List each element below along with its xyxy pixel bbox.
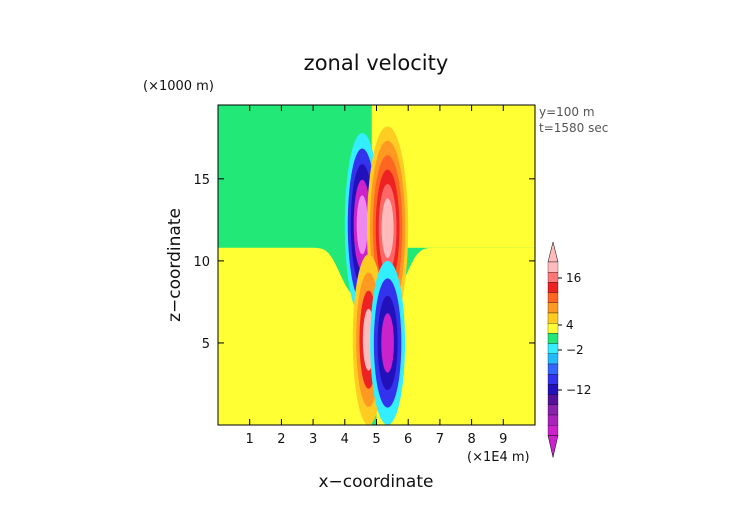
colorbar-swatch-0: [547, 261, 559, 273]
x-tick-label-9: 9: [499, 432, 507, 447]
colorbar-swatch-12: [547, 384, 559, 395]
annotation-t: t=1580 sec: [539, 121, 608, 135]
annotation-y: y=100 m: [539, 105, 595, 119]
colorbar-swatch-8: [547, 343, 559, 354]
colorbar-swatch-14: [547, 404, 559, 416]
colorbar-label-1: 4: [566, 318, 574, 332]
x-unit-label: (×1E4 m): [467, 450, 530, 465]
x-axis-label: x−coordinate: [319, 472, 434, 492]
x-tick-label-2: 2: [277, 432, 285, 447]
colorbar-swatch-15: [547, 414, 559, 426]
colorbar-swatch-13: [547, 394, 559, 405]
colorbar-bottom-arrow: [547, 435, 559, 458]
x-tick-label-4: 4: [341, 432, 349, 447]
x-tick-label-1: 1: [246, 432, 254, 447]
colorbar-label-3: −12: [566, 383, 591, 397]
colorbar-swatch-5: [547, 312, 559, 324]
colorbar-swatch-7: [547, 333, 559, 344]
colorbar-swatch-3: [547, 292, 559, 303]
colorbar-top-arrow: [547, 241, 559, 263]
y-axis-label: z−coordinate: [165, 208, 185, 322]
colorbar-swatch-2: [547, 282, 559, 293]
x-tick-label-6: 6: [404, 432, 412, 447]
colorbar-swatch-9: [547, 353, 559, 365]
y-tick-label-10: 10: [193, 255, 210, 270]
colorbar-swatch-6: [547, 323, 559, 334]
chart-title: zonal velocity: [304, 51, 449, 75]
x-tick-label-7: 7: [436, 432, 444, 447]
lobe-upper-negative-band-4: [356, 195, 368, 255]
colorbar-swatch-1: [547, 272, 559, 283]
y-tick-label-15: 15: [193, 173, 210, 188]
colorbar: 16 4 −2 −12: [547, 241, 591, 458]
lobe-lower-negative-band-3: [381, 313, 394, 373]
y-tick-label-5: 5: [202, 337, 210, 352]
colorbar-label-0: 16: [566, 271, 581, 285]
plot-area: [218, 105, 535, 426]
colorbar-swatch-16: [547, 425, 559, 436]
x-axis: 1 2 3 4 5 6 7 8 9: [246, 105, 507, 447]
colorbar-swatch-11: [547, 374, 559, 385]
colorbar-swatch-4: [547, 302, 559, 314]
x-tick-label-8: 8: [467, 432, 475, 447]
lobe-upper-positive-band-5: [381, 198, 394, 258]
colorbar-swatch-10: [547, 363, 559, 375]
colorbar-label-2: −2: [566, 343, 584, 357]
y-unit-label: (×1000 m): [143, 79, 214, 94]
x-tick-label-5: 5: [372, 432, 380, 447]
y-axis: 5 10 15: [193, 173, 535, 352]
x-tick-label-3: 3: [309, 432, 317, 447]
